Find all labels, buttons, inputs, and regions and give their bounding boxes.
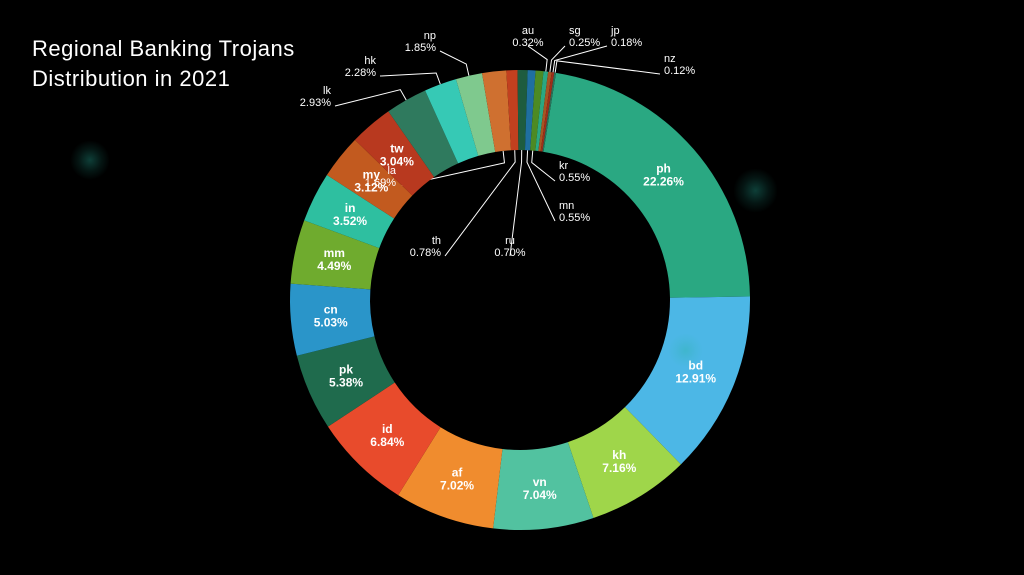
segment-label-au: au0.32%	[512, 25, 543, 49]
segment-label-mn: mn0.55%	[559, 200, 590, 224]
leader-hk	[380, 73, 440, 84]
segment-label-lk: lk2.93%	[300, 85, 332, 109]
segment-label-hk: hk2.28%	[345, 55, 377, 79]
segment-label-ru: ru0.70%	[494, 235, 525, 259]
donut-chart: ph22.26%bd12.91%kh7.16%vn7.04%af7.02%id6…	[0, 0, 1024, 575]
segment-label-sg: sg0.25%	[569, 25, 600, 49]
segment-label-np: np1.85%	[405, 30, 436, 54]
segment-label-jp: jp0.18%	[610, 25, 642, 49]
leader-nz	[555, 61, 660, 74]
leader-kr	[532, 151, 555, 181]
segment-label-nz: nz0.12%	[664, 53, 695, 77]
leader-mn	[527, 150, 555, 221]
leader-sg	[550, 46, 565, 72]
leader-np	[440, 51, 469, 76]
leader-lk	[335, 90, 406, 106]
segment-label-th: th0.78%	[410, 235, 441, 259]
leader-au	[528, 46, 547, 71]
